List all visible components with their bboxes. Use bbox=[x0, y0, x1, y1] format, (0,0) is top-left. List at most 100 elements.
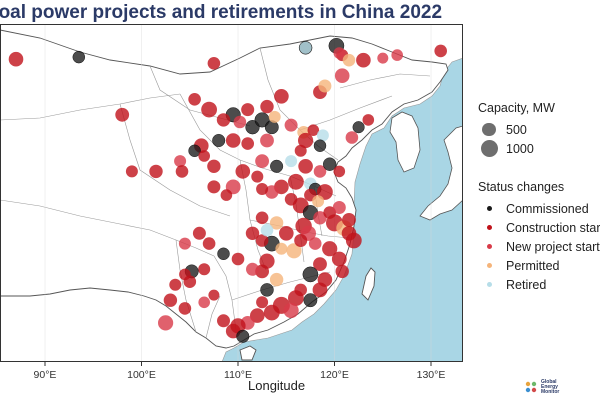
capacity-legend-label: 500 bbox=[506, 122, 527, 137]
plant-point bbox=[322, 241, 338, 257]
status-legend-dot bbox=[486, 282, 492, 287]
plant-point bbox=[391, 49, 404, 61]
plant-point bbox=[256, 296, 269, 309]
plant-point bbox=[352, 121, 365, 134]
plant-point bbox=[317, 184, 333, 200]
plant-point bbox=[259, 253, 275, 269]
longitude-gridlines bbox=[44, 24, 432, 362]
plant-point bbox=[275, 242, 288, 255]
status-legend-row: New project started bbox=[478, 237, 600, 256]
plant-point bbox=[313, 211, 327, 225]
plant-point bbox=[260, 99, 274, 114]
plant-point bbox=[169, 278, 182, 291]
plant-point bbox=[208, 289, 220, 301]
plant-point bbox=[334, 68, 350, 83]
plant-point bbox=[313, 257, 327, 271]
plant-point bbox=[174, 155, 187, 168]
logo-line-2: Energy bbox=[541, 383, 558, 390]
plant-point bbox=[207, 57, 221, 70]
status-legend: Status changes Commissioned Construction … bbox=[478, 180, 600, 294]
status-legend-row: Construction started bbox=[478, 218, 600, 237]
plant-point bbox=[268, 110, 281, 123]
plant-point bbox=[313, 165, 327, 178]
plant-point bbox=[269, 216, 284, 230]
plant-point bbox=[263, 304, 280, 321]
plant-point bbox=[260, 223, 274, 237]
capacity-legend-label: 1000 bbox=[506, 141, 534, 156]
plant-point bbox=[249, 308, 265, 323]
plant-point bbox=[188, 144, 201, 158]
plant-point bbox=[115, 107, 130, 122]
plant-point bbox=[283, 302, 299, 319]
plant-point bbox=[333, 47, 346, 59]
plant-point bbox=[269, 272, 284, 287]
plant-point bbox=[163, 293, 178, 307]
plant-point bbox=[284, 118, 298, 132]
plant-point bbox=[245, 226, 260, 240]
plant-point bbox=[255, 211, 269, 225]
plant-point bbox=[316, 129, 329, 142]
plant-point bbox=[198, 263, 211, 276]
status-legend-dot bbox=[486, 244, 492, 249]
plant-point bbox=[274, 89, 289, 104]
plant-points bbox=[8, 38, 448, 343]
plant-point bbox=[279, 226, 294, 241]
plant-point bbox=[342, 213, 356, 227]
plant-point bbox=[192, 226, 206, 240]
plant-point bbox=[313, 139, 327, 152]
plant-point bbox=[178, 302, 192, 315]
plant-point bbox=[307, 124, 320, 136]
x-tick-label-100: 100°E bbox=[127, 369, 156, 381]
plant-point bbox=[434, 44, 448, 58]
plant-point bbox=[198, 296, 210, 309]
plant-point bbox=[251, 170, 264, 183]
plant-point bbox=[260, 283, 274, 297]
plant-point bbox=[207, 159, 221, 173]
plant-point bbox=[149, 164, 163, 179]
plant-point bbox=[331, 251, 347, 267]
plant-point bbox=[342, 53, 356, 67]
plant-point bbox=[356, 52, 371, 68]
x-axis-label: Longitude bbox=[248, 378, 306, 393]
plant-point bbox=[254, 112, 270, 128]
plant-point bbox=[332, 201, 346, 214]
capacity-legend-row: 500 bbox=[478, 120, 555, 139]
panel-border bbox=[0, 24, 463, 362]
plant-point bbox=[246, 262, 259, 276]
plant-point bbox=[312, 195, 325, 208]
status-legend-label: Construction started bbox=[506, 220, 600, 235]
plant-point bbox=[345, 131, 359, 144]
plant-point bbox=[233, 115, 247, 129]
plant-point bbox=[294, 234, 308, 247]
korea bbox=[389, 111, 421, 173]
plant-point bbox=[286, 243, 302, 259]
x-tick-label-110: 110°E bbox=[224, 369, 252, 381]
plant-point bbox=[302, 266, 319, 283]
plant-point bbox=[299, 41, 312, 54]
status-legend-label: Retired bbox=[506, 277, 547, 292]
plant-point bbox=[220, 189, 233, 201]
hainan bbox=[239, 345, 257, 361]
plant-point bbox=[335, 264, 349, 279]
plant-point bbox=[178, 237, 191, 250]
plant-point bbox=[318, 79, 332, 93]
plant-point bbox=[188, 93, 201, 106]
plant-point bbox=[202, 237, 216, 250]
plant-point bbox=[377, 52, 389, 64]
x-tick-label-130: 130°E bbox=[417, 369, 446, 381]
plant-point bbox=[345, 232, 362, 249]
status-legend-dot bbox=[486, 206, 492, 211]
logo-line-3: Monitor bbox=[541, 388, 560, 395]
plant-point bbox=[231, 252, 245, 266]
plant-point bbox=[265, 185, 279, 199]
plant-point bbox=[216, 113, 231, 127]
plant-point bbox=[298, 132, 314, 149]
status-legend-label: New project started bbox=[506, 239, 600, 254]
plant-point bbox=[333, 165, 346, 178]
plant-point bbox=[260, 133, 274, 148]
plant-point bbox=[212, 133, 226, 147]
status-legend-dot bbox=[486, 225, 492, 230]
japan bbox=[419, 125, 463, 221]
plant-point bbox=[225, 133, 241, 148]
x-tick-label-120: 120°E bbox=[320, 369, 349, 381]
